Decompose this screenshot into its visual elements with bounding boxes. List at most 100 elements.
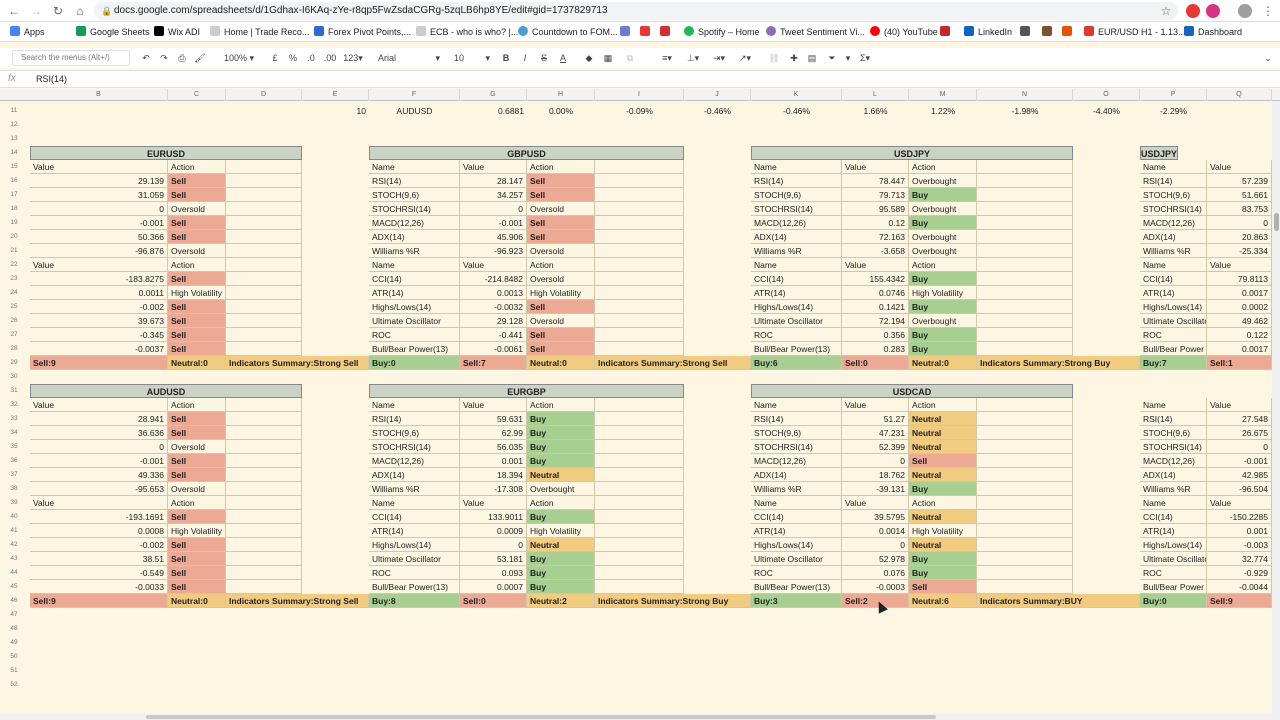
indicator-name[interactable]: Ultimate Oscillator <box>369 552 460 566</box>
indicator-action[interactable]: Overbought <box>909 314 977 328</box>
indicator-name[interactable]: STOCHRSI(14) <box>751 440 842 454</box>
indicator-action[interactable]: Neutral <box>909 440 977 454</box>
table-title[interactable]: USDJPY <box>751 146 1073 160</box>
indicator-value[interactable]: 0 <box>842 454 909 468</box>
indicator-value[interactable]: -0.001 <box>460 216 527 230</box>
indicator-value[interactable]: -0.001 <box>1207 454 1272 468</box>
column-label[interactable]: Action <box>527 398 595 412</box>
row-number[interactable]: 41 <box>10 527 18 534</box>
column-header[interactable]: G <box>460 89 527 101</box>
indicator-value[interactable]: 0.076 <box>842 566 909 580</box>
indicator-action[interactable]: Sell <box>168 314 226 328</box>
cell[interactable] <box>226 160 302 174</box>
cell[interactable] <box>226 188 302 202</box>
cell[interactable] <box>977 188 1073 202</box>
indicator-action[interactable]: High Volatility <box>527 524 595 538</box>
column-header[interactable]: K <box>751 89 842 101</box>
indicator-action[interactable]: Overbought <box>527 482 595 496</box>
column-label[interactable]: Value <box>842 160 909 174</box>
indicator-action[interactable]: Oversold <box>168 440 226 454</box>
cell[interactable] <box>977 524 1073 538</box>
column-label[interactable]: Action <box>168 160 226 174</box>
indicator-value[interactable]: -96.504 <box>1207 482 1272 496</box>
indicator-action[interactable]: Sell <box>168 538 226 552</box>
summary-buy-count[interactable]: Buy:0 <box>369 356 460 370</box>
summary-sell-count[interactable]: Sell:0 <box>460 594 527 608</box>
cell[interactable] <box>977 272 1073 286</box>
column-label[interactable]: Action <box>527 258 595 272</box>
indicator-action[interactable]: Sell <box>168 188 226 202</box>
column-header[interactable]: N <box>977 89 1073 101</box>
indicator-name[interactable]: RSI(14) <box>751 412 842 426</box>
extension-icon[interactable] <box>1206 4 1220 18</box>
indicator-name[interactable]: CCI(14) <box>751 272 842 286</box>
cell[interactable] <box>226 468 302 482</box>
cell[interactable] <box>595 566 684 580</box>
row-number[interactable]: 16 <box>10 177 18 184</box>
cell[interactable] <box>977 552 1073 566</box>
row11-cell[interactable]: -4.40% <box>1093 106 1120 116</box>
indicator-name[interactable]: MACD(12,26) <box>1140 454 1207 468</box>
indicator-name[interactable]: MACD(12,26) <box>751 454 842 468</box>
cell[interactable] <box>595 538 684 552</box>
column-label[interactable]: Name <box>1140 258 1207 272</box>
indicator-name[interactable]: Bull/Bear Power(13) <box>369 580 460 594</box>
column-label[interactable]: Name <box>751 496 842 510</box>
indicator-value[interactable]: 29.139 <box>30 174 168 188</box>
vertical-scrollbar[interactable] <box>1272 101 1280 720</box>
cell[interactable] <box>977 510 1073 524</box>
column-label[interactable]: Value <box>1207 398 1272 412</box>
indicator-value[interactable]: 133.9011 <box>460 510 527 524</box>
indicator-action[interactable]: Buy <box>527 412 595 426</box>
bookmark-item[interactable]: Google Sheets <box>76 25 150 39</box>
indicator-name[interactable]: ADX(14) <box>1140 230 1207 244</box>
indicator-name[interactable]: Ultimate Oscillator <box>751 552 842 566</box>
indicator-value[interactable]: 51.661 <box>1207 188 1272 202</box>
row-number[interactable]: 27 <box>10 331 18 338</box>
indicator-value[interactable]: -0.0032 <box>460 300 527 314</box>
indicator-value[interactable]: 0 <box>30 202 168 216</box>
indicator-action[interactable]: High Volatility <box>168 524 226 538</box>
indicator-action[interactable]: Neutral <box>909 412 977 426</box>
indicator-action[interactable]: Oversold <box>168 244 226 258</box>
indicator-action[interactable]: Buy <box>527 552 595 566</box>
column-label[interactable]: Action <box>909 160 977 174</box>
scroll-thumb[interactable] <box>146 715 936 719</box>
cell[interactable] <box>977 440 1073 454</box>
indicator-name[interactable]: ROC <box>369 566 460 580</box>
indicator-value[interactable]: -0.549 <box>30 566 168 580</box>
indicator-name[interactable]: CCI(14) <box>1140 272 1207 286</box>
formula-input[interactable]: RSI(14) <box>36 74 68 84</box>
indicator-value[interactable]: 52.978 <box>842 552 909 566</box>
indicator-name[interactable]: RSI(14) <box>369 412 460 426</box>
horizontal-scrollbar[interactable] <box>0 714 1272 720</box>
indicator-value[interactable]: -183.8275 <box>30 272 168 286</box>
row-number[interactable]: 13 <box>10 135 18 142</box>
indicator-value[interactable]: 49.336 <box>30 468 168 482</box>
column-header[interactable]: I <box>595 89 684 101</box>
indicator-value[interactable]: -0.0033 <box>30 580 168 594</box>
summary-buy-count[interactable]: Buy:7 <box>1140 356 1207 370</box>
indicator-value[interactable]: 28.941 <box>30 412 168 426</box>
cell[interactable] <box>595 202 684 216</box>
indicator-action[interactable]: Buy <box>527 426 595 440</box>
cell[interactable] <box>595 328 684 342</box>
indicator-value[interactable]: 0 <box>1207 440 1272 454</box>
increase-decimal-button[interactable]: .00 <box>323 53 337 63</box>
indicator-value[interactable]: 0.0017 <box>1207 342 1272 356</box>
indicator-value[interactable]: 0.12 <box>842 216 909 230</box>
indicator-action[interactable]: Oversold <box>168 482 226 496</box>
column-label[interactable]: Value <box>842 496 909 510</box>
indicator-value[interactable]: 53.181 <box>460 552 527 566</box>
indicator-name[interactable]: ADX(14) <box>751 468 842 482</box>
indicator-value[interactable]: 0 <box>842 538 909 552</box>
cell[interactable] <box>977 412 1073 426</box>
bookmark-item[interactable] <box>1062 25 1076 39</box>
indicator-value[interactable]: 47.231 <box>842 426 909 440</box>
indicator-action[interactable]: Buy <box>909 328 977 342</box>
indicator-value[interactable]: 32.774 <box>1207 552 1272 566</box>
indicator-value[interactable]: 51.27 <box>842 412 909 426</box>
chart-icon[interactable]: ▤ <box>807 53 817 63</box>
indicator-value[interactable]: 62.99 <box>460 426 527 440</box>
indicator-value[interactable]: 26.675 <box>1207 426 1272 440</box>
